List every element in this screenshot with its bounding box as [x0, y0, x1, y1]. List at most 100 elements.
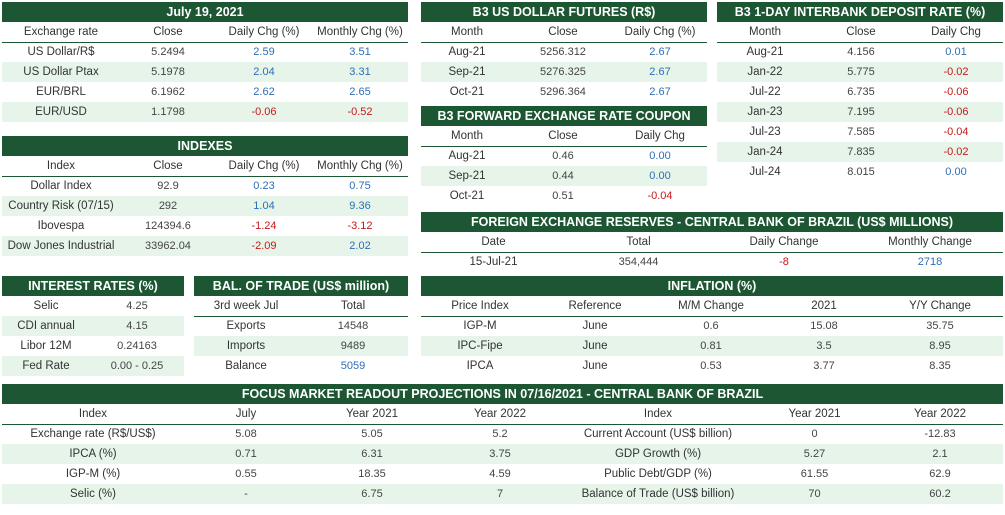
year-2022-value: 60.2 [877, 484, 1003, 504]
reference: June [582, 320, 608, 333]
monthly-change: 2718 [917, 256, 943, 269]
year-2021-value: 5.27 [752, 444, 877, 464]
monthly-change: 2.65 [349, 86, 371, 98]
close-value: 124394.6 [145, 220, 191, 232]
daily-change: -0.06 [909, 102, 1003, 122]
rate-label: CDI annual [2, 316, 90, 336]
daily-change: 2.62 [253, 86, 275, 98]
col-header: Month [421, 126, 513, 147]
col-header: Monthly Chg (%) [312, 22, 408, 43]
col-header: Close [120, 22, 216, 43]
col-header: Monthly Chg (%) [312, 156, 408, 177]
month-cell: Jul-23 [749, 126, 781, 138]
daily-change: 1.04 [216, 196, 312, 216]
row-label: Dollar Index [30, 180, 92, 193]
year-2021-value: 6.75 [308, 484, 436, 504]
col-header: Y/Y Change [877, 296, 1003, 317]
col-header: Index [564, 404, 752, 425]
index-label: Exchange rate (R$/US$) [30, 428, 156, 441]
index-label: Balance of Trade (US$ billion) [564, 484, 752, 504]
table-row: US Dollar Ptax 5.1978 2.04 3.31 [2, 62, 408, 82]
daily-change: 2.67 [613, 62, 707, 82]
table-row: Exchange rate (R$/US$) 5.08 5.05 5.2 Current… [2, 424, 1003, 444]
table-row: 15-Jul-21 354,444 -8 2718 [421, 252, 1003, 272]
col-header: Year 2021 [752, 404, 877, 425]
table-row: Jan-23 7.195 -0.06 [717, 102, 1003, 122]
col-header: Close [120, 156, 216, 177]
table-row: EUR/USD 1.1798 -0.06 -0.52 [2, 102, 408, 122]
col-header: Month [421, 22, 513, 43]
year-2022-value: 7 [436, 484, 564, 504]
monthly-change: 9.36 [312, 196, 408, 216]
close-value: 5296.364 [540, 86, 586, 98]
close-value: 8.015 [847, 166, 875, 178]
daily-change: -0.04 [647, 190, 673, 202]
interbank-rate-table: Month Close Daily Chg Aug-21 4.156 0.01 Ja… [717, 22, 1003, 182]
close-value: 0.44 [513, 166, 613, 186]
close-value: 5276.325 [513, 62, 613, 82]
col-header: 3rd week Jul [194, 296, 298, 317]
index-label: Public Debt/GDP (%) [604, 468, 712, 480]
daily-change: -8 [779, 256, 789, 269]
reserves-panel: FOREIGN EXCHANGE RESERVES - CENTRAL BANK… [421, 212, 1003, 272]
indexes-panel: INDEXES Index Close Daily Chg (%) Monthl… [2, 136, 408, 256]
close-value: 33962.04 [120, 236, 216, 256]
daily-change: 2.59 [253, 46, 275, 59]
table-row: IPC-Fipe June 0.81 3.5 8.95 [421, 336, 1003, 356]
table-row: Selic 4.25 [2, 296, 184, 316]
table-row: Jan-22 5.775 -0.02 [717, 62, 1003, 82]
trade-label: Exports [226, 320, 266, 333]
daily-change: -0.02 [909, 62, 1003, 82]
month-value: - [184, 484, 308, 504]
table-row: IGP-M (%) 0.55 18.35 4.59 Public Debt/GDP (%… [2, 464, 1003, 484]
dollar-futures-title: B3 US DOLLAR FUTURES (R$) [421, 2, 707, 22]
month-cell: Jul-22 [749, 86, 781, 98]
rate-label: Libor 12M [20, 340, 72, 352]
col-header: Exchange rate [2, 22, 120, 43]
month-cell: Sep-21 [421, 166, 513, 186]
col-header: Year 2022 [877, 404, 1003, 425]
row-label: US Dollar Ptax [2, 62, 120, 82]
trade-value: 14548 [337, 320, 369, 333]
col-header: Total [298, 296, 408, 317]
close-value: 7.835 [813, 142, 909, 162]
indexes-title: INDEXES [2, 136, 408, 156]
month-cell: Oct-21 [449, 86, 485, 98]
year-2021-value: 70 [752, 484, 877, 504]
trade-balance-panel: BAL. OF TRADE (US$ million) 3rd week Jul… [194, 276, 408, 376]
reserves-title: FOREIGN EXCHANGE RESERVES - CENTRAL BANK… [421, 212, 1003, 232]
table-row: Fed Rate 0.00 - 0.25 [2, 356, 184, 376]
table-row: Jul-22 6.735 -0.06 [717, 82, 1003, 102]
col-header: Year 2021 [308, 404, 436, 425]
trade-value: 5059 [340, 360, 366, 372]
trade-label: Imports [194, 336, 298, 356]
yy-change: 8.95 [877, 336, 1003, 356]
year-2022-value: 2.1 [877, 444, 1003, 464]
close-value: 5.1978 [120, 62, 216, 82]
index-label: IPCA (%) [2, 444, 184, 464]
total-value: 354,444 [618, 256, 659, 269]
daily-change: 0.00 [613, 166, 707, 186]
table-row: Exports 14548 [194, 316, 408, 336]
dollar-futures-panel: B3 US DOLLAR FUTURES (R$) Month Close Da… [421, 2, 707, 102]
daily-change: 0.01 [945, 46, 967, 59]
trade-balance-table: 3rd week Jul Total Exports 14548 Imports 9… [194, 296, 408, 376]
daily-change: -2.09 [216, 236, 312, 256]
coupon-table: Month Close Daily Chg Aug-21 0.46 0.00 Sep… [421, 126, 707, 206]
interest-rates-panel: INTEREST RATES (%) Selic 4.25 CDI annual 4… [2, 276, 184, 376]
row-label: Ibovespa [37, 220, 85, 232]
table-row: Selic (%) -6.75 7 Balance of Trade (US$ bil… [2, 484, 1003, 504]
focus-table: Index July Year 2021 Year 2022 Index Yea… [2, 404, 1003, 504]
daily-change: 2.67 [649, 46, 671, 59]
daily-change: -1.24 [251, 220, 277, 232]
inflation-title: INFLATION (%) [421, 276, 1003, 296]
interbank-rate-panel: B3 1-DAY INTERBANK DEPOSIT RATE (%) Mont… [717, 2, 1003, 182]
table-row: Oct-21 5296.364 2.67 [421, 82, 707, 102]
month-value: 0.55 [235, 468, 257, 480]
rate-value: 4.15 [90, 316, 184, 336]
rate-value: 0.24163 [117, 340, 157, 352]
close-value: 4.156 [847, 46, 875, 59]
year-2021-value: 18.35 [358, 468, 386, 480]
table-row: Country Risk (07/15) 292 1.04 9.36 [2, 196, 408, 216]
month-cell: Aug-21 [448, 150, 486, 163]
